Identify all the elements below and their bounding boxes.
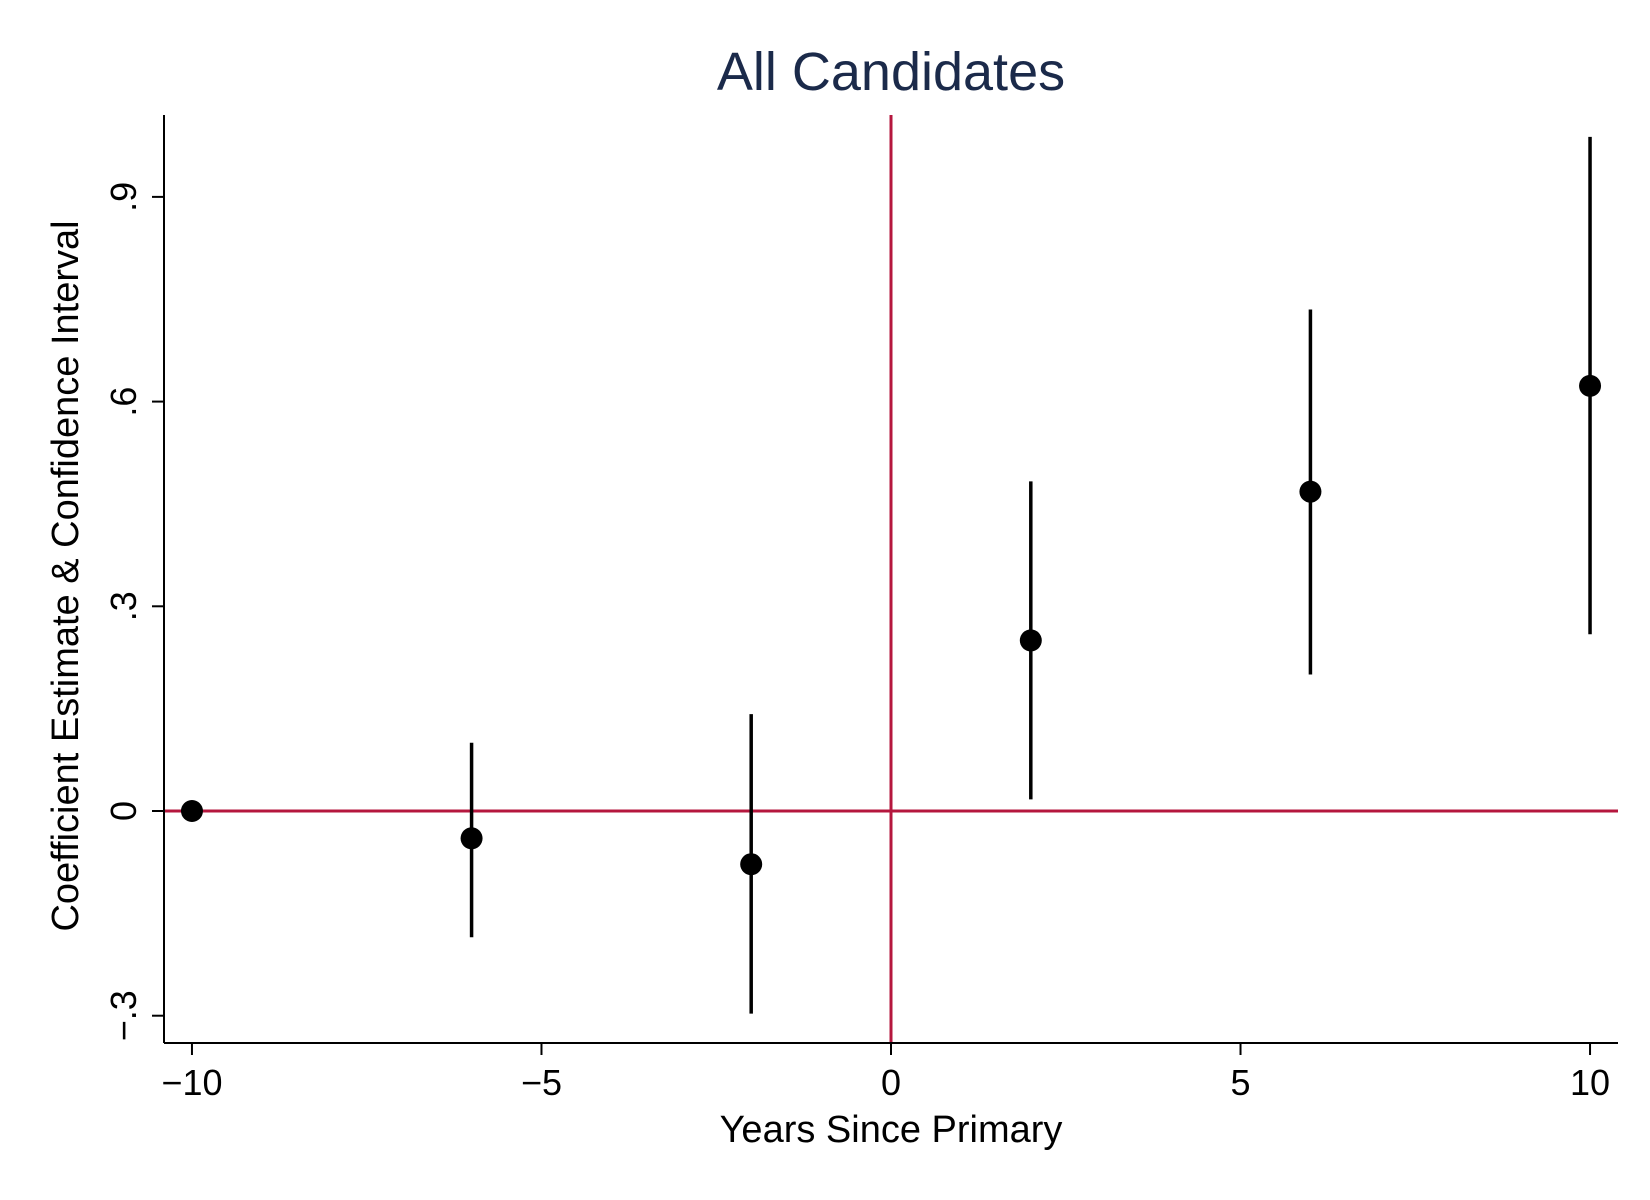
x-tick-label: 5	[1231, 1062, 1251, 1103]
y-tick-label: .3	[103, 591, 144, 621]
y-tick-label: .9	[103, 182, 144, 212]
chart-title: All Candidates	[717, 42, 1065, 102]
y-axis-ticks: −.3 0 .3 .6 .9	[103, 182, 164, 1041]
coefficient-point	[1019, 629, 1042, 652]
coefficient-point	[460, 827, 483, 850]
y-tick-label: 0	[103, 801, 144, 821]
coefficient-point	[740, 853, 763, 876]
coefficient-point	[1579, 374, 1602, 397]
y-tick-label: −.3	[103, 990, 144, 1041]
x-tick-label: 0	[881, 1062, 901, 1103]
x-tick-label: 10	[1570, 1062, 1610, 1103]
coefficient-point	[1299, 480, 1322, 503]
reference-lines	[164, 115, 1618, 1043]
x-axis-label: Years Since Primary	[720, 1109, 1063, 1151]
x-axis-ticks: −10 −5 0 5 10	[161, 1043, 1610, 1103]
x-tick-label: −5	[521, 1062, 562, 1103]
coefficient-points	[180, 374, 1602, 876]
x-tick-label: −10	[161, 1062, 222, 1103]
y-tick-label: .6	[103, 387, 144, 417]
coefficient-point	[180, 800, 203, 822]
y-axis-label: Coefficient Estimate & Confidence Interv…	[45, 220, 87, 931]
